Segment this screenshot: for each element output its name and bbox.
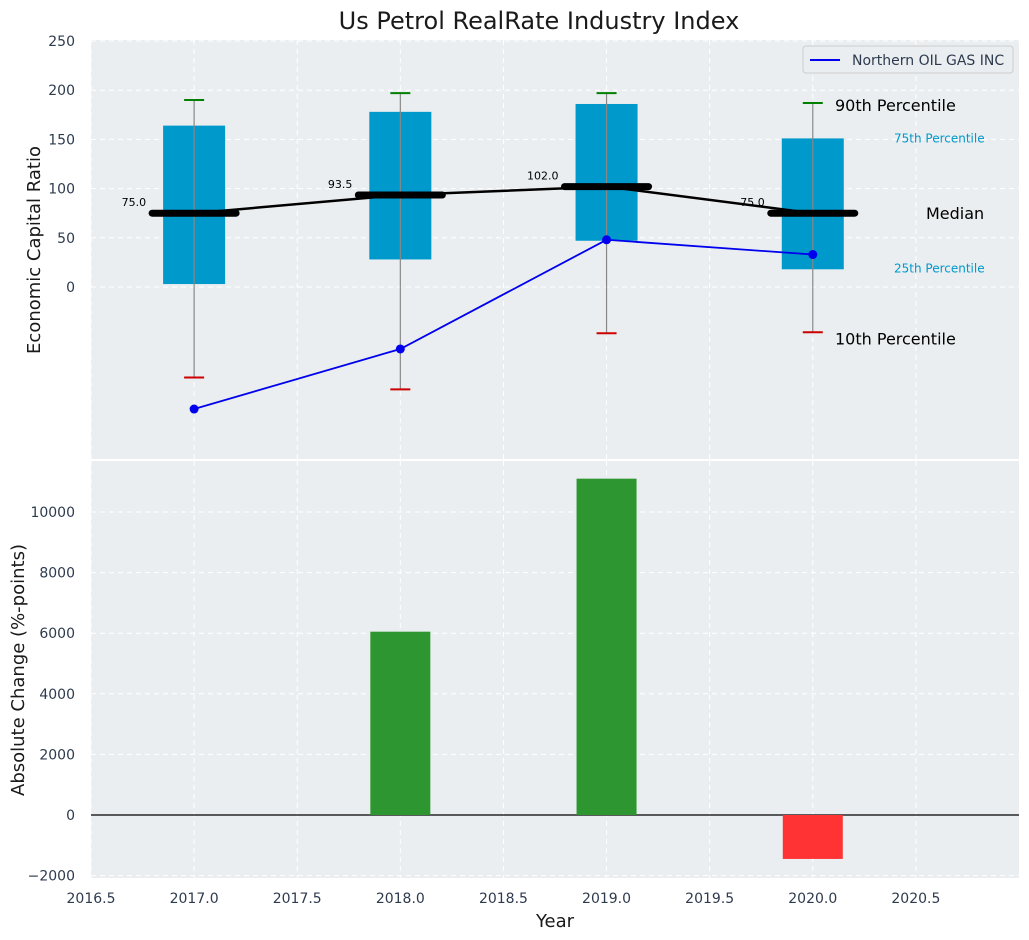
median-trend-line bbox=[194, 185, 813, 215]
bottom-y-ticks: −2000 0 2000 4000 6000 8000 10000 bbox=[28, 505, 75, 885]
bottom-y-axis-label: Absolute Change (%-points) bbox=[8, 544, 29, 796]
company-series bbox=[189, 235, 818, 414]
box-plots bbox=[148, 92, 859, 391]
x-tick-label: 2016.5 bbox=[67, 891, 116, 907]
x-ticks: 2016.5 2017.0 2017.5 2018.0 2018.5 2019.0 2019… bbox=[67, 891, 941, 907]
x-tick-label: 2017.0 bbox=[170, 891, 219, 907]
x-tick-label: 2019.5 bbox=[685, 891, 734, 907]
top-y-tick-label: 200 bbox=[48, 83, 75, 99]
company-point bbox=[189, 404, 199, 414]
bottom-y-tick-label: 6000 bbox=[39, 626, 75, 642]
legend-box bbox=[802, 45, 1014, 74]
top-y-axis-label: Economic Capital Ratio bbox=[24, 146, 45, 354]
change-bar bbox=[576, 478, 637, 815]
top-y-tick-label: 100 bbox=[48, 182, 75, 198]
annotation-90th: 90th Percentile bbox=[835, 96, 956, 115]
annotation-10th: 10th Percentile bbox=[835, 329, 956, 348]
bottom-y-tick-label: 0 bbox=[66, 808, 75, 824]
top-y-tick-label: 0 bbox=[66, 280, 75, 296]
top-y-ticks: 0 50 100 150 200 250 bbox=[48, 34, 75, 296]
bottom-y-tick-label: 8000 bbox=[39, 566, 75, 582]
change-bar bbox=[370, 631, 431, 815]
legend: Northern OIL GAS INC bbox=[802, 45, 1014, 74]
top-y-tick-label: 250 bbox=[48, 34, 75, 50]
legend-label: Northern OIL GAS INC bbox=[852, 53, 1004, 69]
top-y-tick-label: 50 bbox=[57, 231, 75, 247]
median-value-label: 93.5 bbox=[328, 178, 353, 191]
median-value-label: 75.0 bbox=[740, 196, 765, 209]
median-trend bbox=[194, 185, 813, 215]
company-point bbox=[395, 344, 405, 354]
x-tick-label: 2020.5 bbox=[891, 891, 940, 907]
bottom-panel bbox=[91, 461, 1019, 878]
chart-title: Us Petrol RealRate Industry Index bbox=[339, 7, 740, 35]
percentile-annotations: 90th Percentile 75th Percentile Median 25th… bbox=[835, 96, 985, 348]
change-bar bbox=[782, 815, 843, 859]
annotation-25th: 25th Percentile bbox=[894, 261, 985, 275]
x-tick-label: 2019.0 bbox=[582, 891, 631, 907]
x-axis-label: Year bbox=[535, 911, 575, 932]
bottom-y-tick-label: 4000 bbox=[39, 687, 75, 703]
company-point bbox=[808, 250, 818, 260]
bottom-grid bbox=[90, 461, 1019, 878]
x-tick-label: 2018.0 bbox=[376, 891, 425, 907]
bottom-y-tick-label: −2000 bbox=[28, 869, 75, 885]
median-value-labels: 75.0 93.5 102.0 75.0 bbox=[122, 170, 765, 210]
annotation-75th: 75th Percentile bbox=[894, 131, 985, 145]
median-value-label: 75.0 bbox=[122, 196, 147, 209]
median-value-label: 102.0 bbox=[527, 170, 559, 183]
top-y-tick-label: 150 bbox=[48, 132, 75, 148]
company-line bbox=[193, 238, 813, 410]
top-panel bbox=[91, 40, 1019, 459]
bottom-y-tick-label: 10000 bbox=[30, 505, 75, 521]
company-point bbox=[602, 235, 612, 245]
change-bars bbox=[370, 478, 843, 859]
x-tick-label: 2017.5 bbox=[273, 891, 322, 907]
x-tick-label: 2018.5 bbox=[479, 891, 528, 907]
annotation-median: Median bbox=[926, 204, 984, 223]
x-tick-label: 2020.0 bbox=[788, 891, 837, 907]
bottom-y-tick-label: 2000 bbox=[39, 747, 75, 763]
